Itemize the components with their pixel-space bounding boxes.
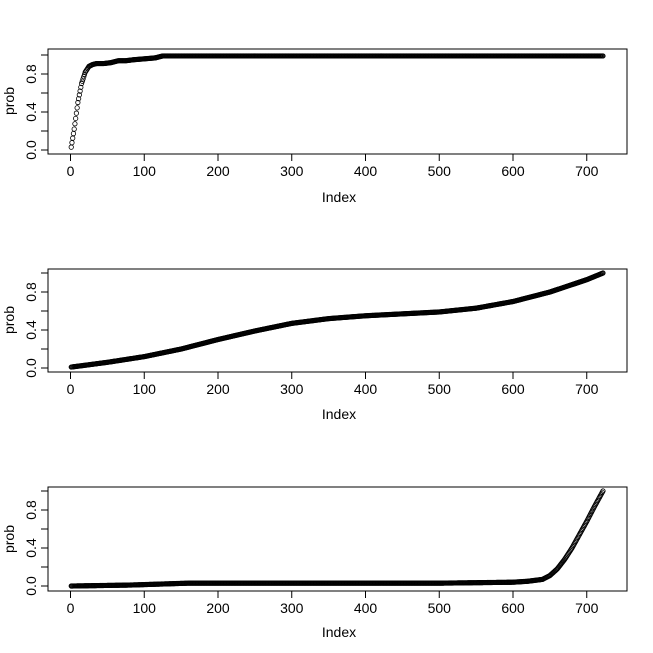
data-point: [600, 53, 606, 59]
panel-2: 0 100 200 300 400 500 600 700 0.0 0.4 0.8 Index p…: [1, 268, 628, 422]
data-point: [68, 144, 74, 150]
data-point: [74, 105, 80, 111]
data-point: [78, 84, 84, 90]
x-tick-label: 200: [206, 163, 230, 179]
data-point: [600, 488, 606, 494]
x-tick-label: 700: [575, 600, 599, 616]
x-tick-label: 400: [354, 163, 378, 179]
x-tick-label: 500: [428, 600, 452, 616]
data-point: [72, 121, 78, 127]
x-tick-label: 700: [575, 381, 599, 397]
data-point: [79, 78, 85, 84]
x-tick-label: 0: [67, 163, 75, 179]
x-tick-label: 300: [280, 600, 304, 616]
data-point: [78, 80, 85, 87]
y-axis: 0.0 0.4 0.8: [23, 490, 48, 596]
y-tick-label: 0.8: [23, 64, 39, 84]
data-points: [68, 270, 606, 370]
data-point: [71, 126, 77, 132]
x-axis-label: Index: [322, 624, 356, 640]
y-axis: 0.0 0.4 0.8: [23, 54, 48, 160]
y-tick-label: 0.0: [23, 140, 39, 160]
data-points: [68, 53, 606, 150]
y-axis: 0.0 0.4 0.8: [23, 272, 48, 378]
data-point: [77, 88, 83, 94]
x-tick-label: 600: [501, 600, 525, 616]
x-tick-label: 600: [501, 381, 525, 397]
x-tick-label: 100: [133, 163, 157, 179]
data-point: [70, 131, 77, 137]
x-axis-label: Index: [322, 189, 356, 205]
data-point: [70, 135, 76, 141]
plot-frame: [47, 48, 628, 155]
x-axis: 0 100 200 300 400 500 600 700: [67, 372, 599, 397]
x-tick-label: 600: [501, 163, 525, 179]
x-tick-label: 0: [67, 600, 75, 616]
panel-3: 0 100 200 300 400 500 600 700 0.0 0.4 0.8 Index p…: [1, 486, 628, 640]
x-tick-label: 400: [354, 381, 378, 397]
x-axis: 0 100 200 300 400 500 600 700: [67, 154, 599, 179]
x-tick-label: 400: [354, 600, 378, 616]
data-point: [600, 270, 606, 276]
x-axis-label: Index: [322, 406, 356, 422]
y-tick-label: 0.0: [23, 358, 39, 378]
data-point: [73, 115, 79, 122]
y-tick-label: 0.4: [23, 538, 39, 558]
plot-frame: [47, 268, 628, 373]
panel-1: 0 100 200 300 400 500 600 700 0.0 0.4 0.8 Index p…: [1, 48, 628, 205]
x-tick-label: 300: [280, 163, 304, 179]
x-tick-label: 200: [206, 600, 230, 616]
plot-frame: [47, 486, 628, 592]
x-axis: 0 100 200 300 400 500 600 700: [67, 591, 599, 616]
y-tick-label: 0.8: [23, 282, 39, 302]
x-tick-label: 500: [428, 381, 452, 397]
x-tick-label: 200: [206, 381, 230, 397]
data-point: [76, 92, 82, 98]
x-tick-label: 500: [428, 163, 452, 179]
data-point: [81, 74, 87, 80]
y-axis-label: prob: [1, 525, 17, 553]
y-tick-label: 0.8: [23, 500, 39, 520]
x-tick-label: 700: [575, 163, 599, 179]
data-point: [76, 96, 82, 102]
data-point: [69, 140, 75, 146]
x-tick-label: 100: [133, 600, 157, 616]
x-tick-label: 100: [133, 381, 157, 397]
y-tick-label: 0.4: [23, 320, 39, 340]
x-tick-label: 300: [280, 381, 304, 397]
x-tick-label: 0: [67, 381, 75, 397]
y-tick-label: 0.4: [23, 102, 39, 122]
data-points: [68, 488, 606, 589]
data-point: [75, 99, 81, 106]
data-point: [73, 110, 80, 116]
y-axis-label: prob: [1, 306, 17, 334]
y-tick-label: 0.0: [23, 576, 39, 596]
data-point: [80, 76, 86, 82]
y-axis-label: prob: [1, 87, 17, 115]
